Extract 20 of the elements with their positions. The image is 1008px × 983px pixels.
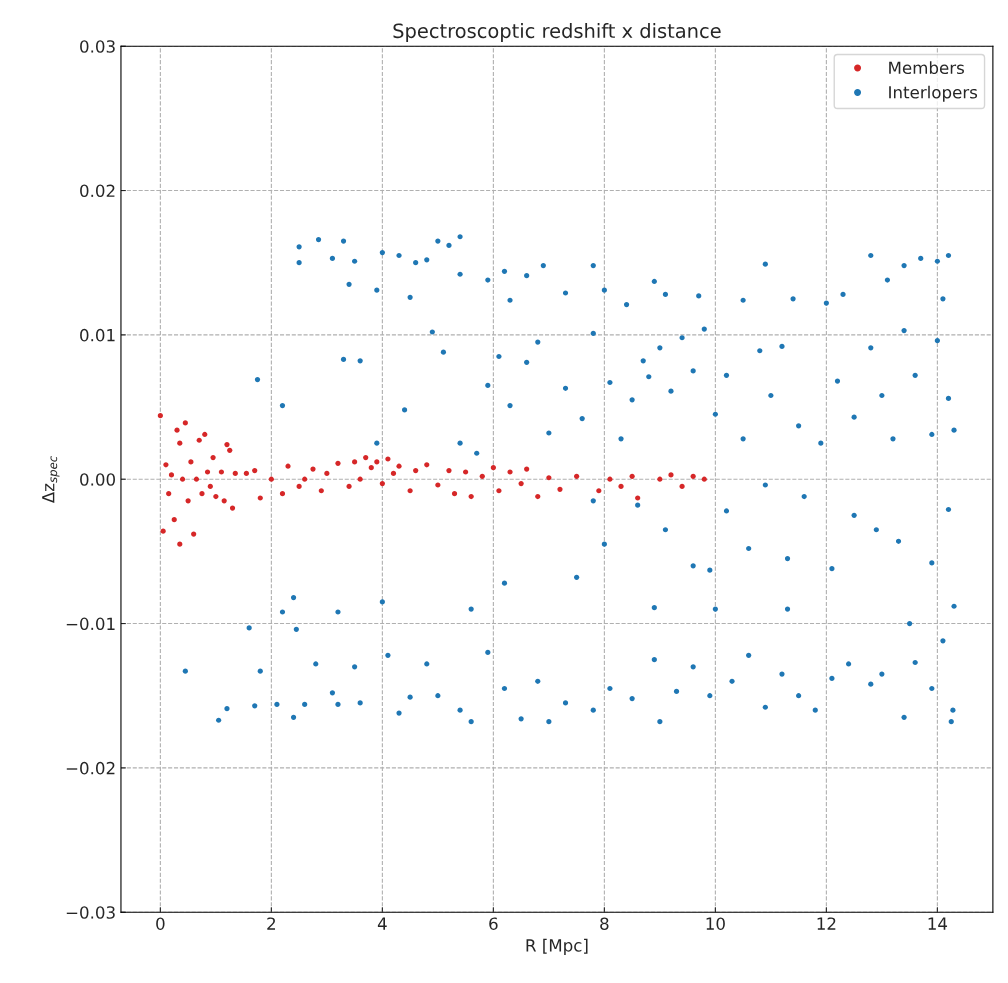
- x-tick-label: 4: [377, 917, 387, 930]
- y-tick-label: 0.03: [80, 40, 115, 53]
- x-tick-label: 10: [706, 917, 725, 930]
- x-tick-label: 0: [156, 917, 165, 930]
- x-tick-label: 2: [267, 917, 275, 930]
- x-tick-label: 6: [489, 917, 498, 930]
- x-axis-title: R [Mpc]: [526, 938, 588, 955]
- y-tick-label: 0.02: [80, 184, 115, 198]
- x-tick-label: 14: [928, 917, 948, 930]
- y-axis-title: Δz$_{spec}$: [42, 455, 60, 504]
- y-tick-label: 0.00: [80, 473, 115, 486]
- legend-label: Members: [889, 61, 964, 75]
- y-tick-label: −0.03: [66, 906, 115, 919]
- x-tick-label: 12: [817, 917, 836, 930]
- y-tick-label: −0.01: [66, 617, 115, 631]
- y-tick-label: −0.02: [66, 761, 115, 775]
- y-tick-label: 0.01: [80, 328, 115, 342]
- legend-label: Interlopers: [889, 85, 978, 102]
- chart-title: Spectroscoptic redshift x distance: [393, 23, 721, 42]
- x-tick-label: 8: [600, 917, 609, 930]
